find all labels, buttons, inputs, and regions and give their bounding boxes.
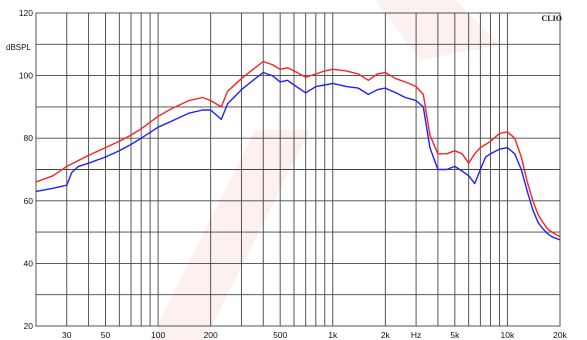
grid xyxy=(36,13,560,326)
x-axis-unit-label: Hz xyxy=(411,330,421,340)
x-tick-label: 5k xyxy=(450,330,460,340)
series-line-2 xyxy=(35,71,561,241)
y-tick-label: 40 xyxy=(24,258,34,268)
x-tick-label: 500 xyxy=(273,330,287,340)
y-tick-label: 100 xyxy=(19,71,33,81)
x-tick-label: 100 xyxy=(151,330,165,340)
tick-labels: 20 40 60 80 100 120 30 50 100 200 500 1k 2k 5k 10k 20k H… xyxy=(19,8,568,340)
y-tick-label: 60 xyxy=(24,196,34,206)
x-tick-label: 30 xyxy=(62,330,72,340)
y-tick-label: 120 xyxy=(19,8,33,18)
y-tick-label: 80 xyxy=(24,133,34,143)
x-tick-label: 50 xyxy=(101,330,111,340)
x-tick-label: 200 xyxy=(204,330,218,340)
y-axis-label: dBSPL xyxy=(6,43,31,52)
series-line-1 xyxy=(35,60,561,238)
x-tick-label: 2k xyxy=(381,330,391,340)
x-tick-label: 20k xyxy=(553,330,567,340)
y-tick-label: 20 xyxy=(24,321,34,331)
x-tick-label: 10k xyxy=(501,330,515,340)
x-tick-label: 1k xyxy=(328,330,338,340)
series-layer xyxy=(35,60,561,241)
brand-label: CLIO xyxy=(542,14,562,23)
